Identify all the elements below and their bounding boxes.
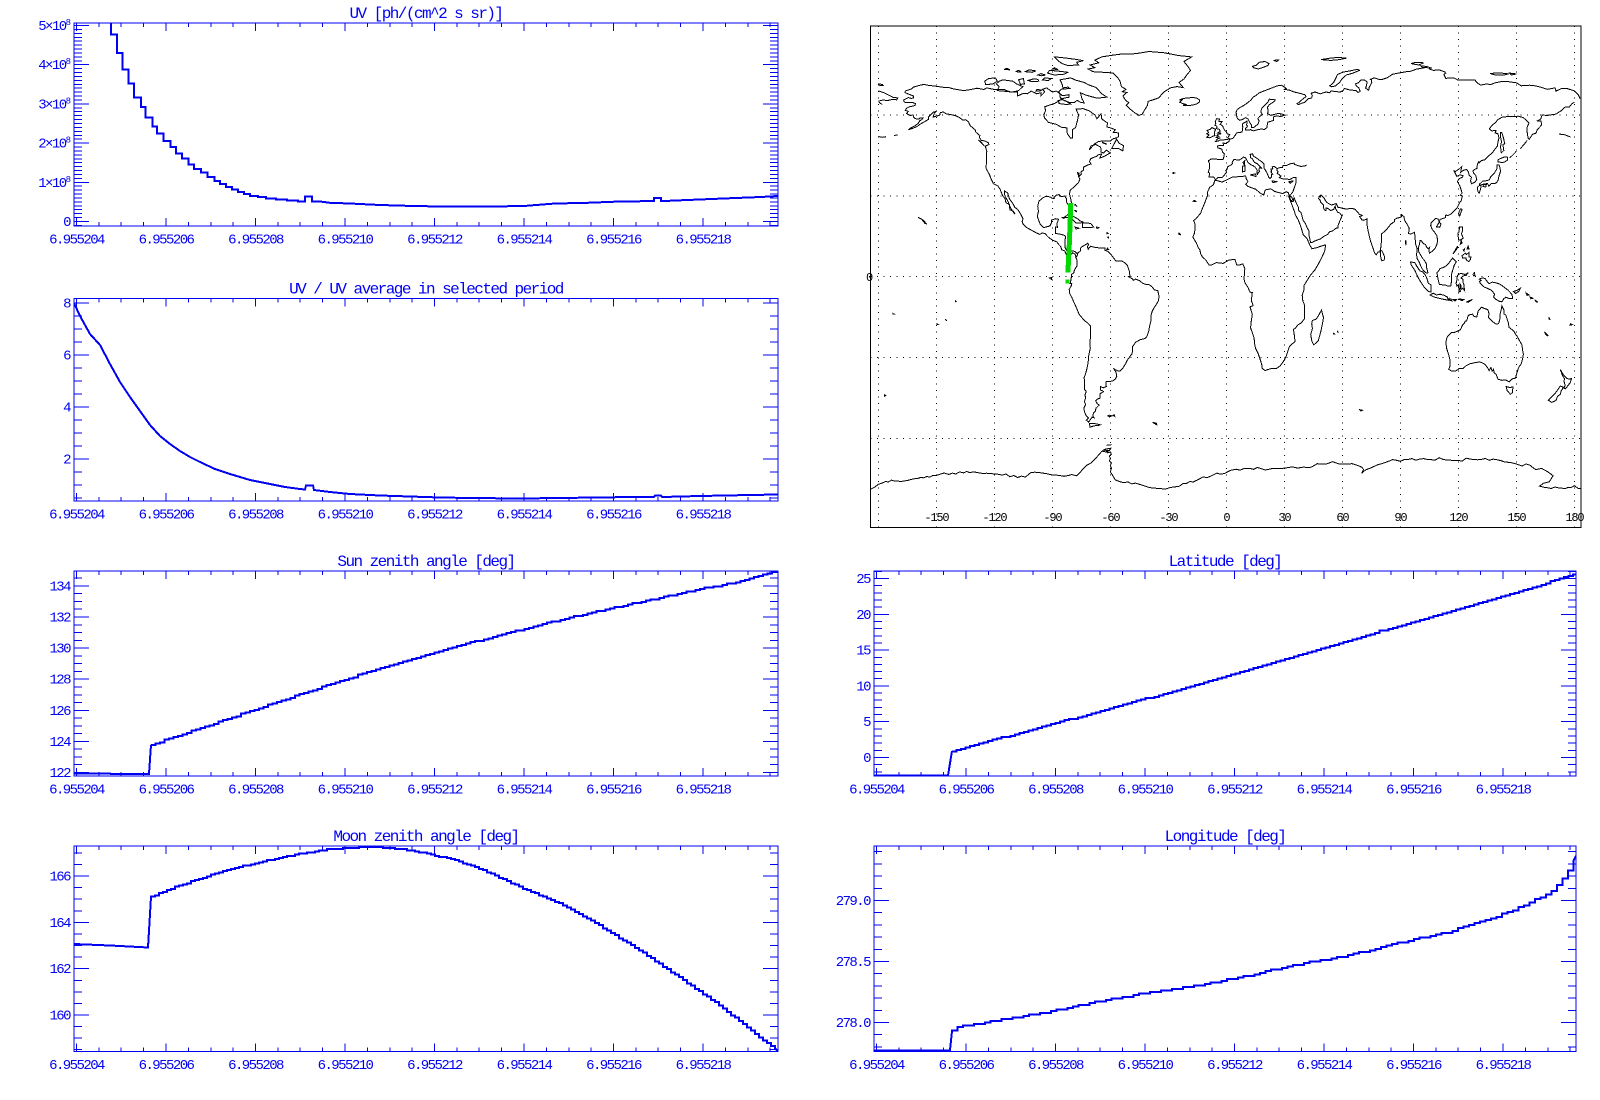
svg-text:6.955212: 6.955212 bbox=[407, 508, 463, 524]
svg-text:5: 5 bbox=[863, 715, 871, 731]
svg-text:Moon zenith angle [deg]: Moon zenith angle [deg] bbox=[333, 828, 518, 846]
svg-text:Sun zenith angle [deg]: Sun zenith angle [deg] bbox=[337, 553, 514, 571]
svg-text:6.955216: 6.955216 bbox=[1386, 1058, 1442, 1074]
svg-text:6.955204: 6.955204 bbox=[49, 233, 105, 249]
svg-text:122: 122 bbox=[49, 766, 71, 782]
svg-text:6.955212: 6.955212 bbox=[407, 1058, 463, 1074]
svg-text:-150: -150 bbox=[924, 511, 949, 525]
svg-text:6.955210: 6.955210 bbox=[318, 233, 374, 249]
svg-text:6.955218: 6.955218 bbox=[676, 508, 732, 524]
svg-text:6.955214: 6.955214 bbox=[1297, 1058, 1353, 1074]
svg-text:6.955208: 6.955208 bbox=[1028, 783, 1084, 799]
svg-text:6.955212: 6.955212 bbox=[407, 783, 463, 799]
svg-text:6.955210: 6.955210 bbox=[1118, 783, 1174, 799]
svg-text:6.955204: 6.955204 bbox=[849, 1058, 905, 1074]
svg-text:278.0: 278.0 bbox=[836, 1016, 871, 1032]
svg-text:6.955208: 6.955208 bbox=[228, 233, 284, 249]
svg-text:6.955214: 6.955214 bbox=[1297, 783, 1353, 799]
svg-text:8: 8 bbox=[63, 297, 71, 313]
svg-text:166: 166 bbox=[49, 870, 71, 886]
svg-text:6.955206: 6.955206 bbox=[939, 1058, 995, 1074]
svg-text:6.955210: 6.955210 bbox=[318, 1058, 374, 1074]
svg-text:60: 60 bbox=[1336, 511, 1349, 525]
svg-text:278.5: 278.5 bbox=[836, 955, 871, 971]
svg-text:128: 128 bbox=[49, 673, 71, 689]
svg-text:134: 134 bbox=[49, 579, 71, 595]
svg-text:2: 2 bbox=[63, 453, 71, 469]
svg-text:6.955208: 6.955208 bbox=[228, 508, 284, 524]
svg-text:UV / UV average in selected pe: UV / UV average in selected period bbox=[289, 281, 564, 299]
svg-text:150: 150 bbox=[1507, 511, 1526, 525]
svg-text:6.955216: 6.955216 bbox=[586, 783, 642, 799]
svg-text:6.955216: 6.955216 bbox=[586, 233, 642, 249]
svg-text:6: 6 bbox=[63, 349, 71, 365]
svg-text:4×108: 4×108 bbox=[38, 57, 70, 74]
svg-text:120: 120 bbox=[1449, 511, 1468, 525]
svg-text:6.955214: 6.955214 bbox=[497, 508, 553, 524]
svg-text:6.955216: 6.955216 bbox=[586, 1058, 642, 1074]
svg-text:130: 130 bbox=[49, 642, 71, 658]
svg-text:6.955208: 6.955208 bbox=[1028, 1058, 1084, 1074]
svg-text:124: 124 bbox=[49, 735, 71, 751]
svg-text:-90: -90 bbox=[1043, 511, 1062, 525]
svg-text:0: 0 bbox=[1223, 511, 1230, 525]
svg-text:Longitude [deg]: Longitude [deg] bbox=[1165, 828, 1286, 846]
svg-text:6.955210: 6.955210 bbox=[1118, 1058, 1174, 1074]
svg-text:6.955218: 6.955218 bbox=[1476, 1058, 1532, 1074]
svg-text:6.955218: 6.955218 bbox=[676, 1058, 732, 1074]
svg-text:-120: -120 bbox=[982, 511, 1007, 525]
svg-text:30: 30 bbox=[1278, 511, 1291, 525]
svg-text:-60: -60 bbox=[1101, 511, 1120, 525]
svg-text:20: 20 bbox=[856, 608, 871, 624]
svg-text:6.955204: 6.955204 bbox=[49, 1058, 105, 1074]
svg-text:6.955218: 6.955218 bbox=[1476, 783, 1532, 799]
svg-text:6.955206: 6.955206 bbox=[139, 1058, 195, 1074]
svg-text:6.955214: 6.955214 bbox=[497, 233, 553, 249]
svg-text:6.955204: 6.955204 bbox=[49, 508, 105, 524]
svg-text:6.955218: 6.955218 bbox=[676, 783, 732, 799]
svg-text:Latitude [deg]: Latitude [deg] bbox=[1169, 553, 1282, 571]
svg-text:6.955216: 6.955216 bbox=[586, 508, 642, 524]
svg-text:6.955208: 6.955208 bbox=[228, 783, 284, 799]
svg-text:0: 0 bbox=[866, 271, 873, 285]
svg-text:6.955212: 6.955212 bbox=[1207, 783, 1263, 799]
svg-text:6.955218: 6.955218 bbox=[676, 233, 732, 249]
svg-text:5×108: 5×108 bbox=[38, 18, 70, 35]
svg-text:0: 0 bbox=[63, 215, 71, 231]
svg-text:3×108: 3×108 bbox=[38, 96, 70, 113]
svg-text:6.955208: 6.955208 bbox=[228, 1058, 284, 1074]
svg-text:10: 10 bbox=[856, 679, 871, 695]
svg-text:90: 90 bbox=[1394, 511, 1407, 525]
svg-text:6.955206: 6.955206 bbox=[139, 233, 195, 249]
svg-text:6.955206: 6.955206 bbox=[139, 783, 195, 799]
svg-text:160: 160 bbox=[49, 1009, 71, 1025]
svg-text:4: 4 bbox=[63, 401, 71, 417]
svg-text:279.0: 279.0 bbox=[836, 894, 871, 910]
svg-text:6.955204: 6.955204 bbox=[49, 783, 105, 799]
svg-text:164: 164 bbox=[49, 916, 71, 932]
svg-text:6.955212: 6.955212 bbox=[407, 233, 463, 249]
svg-text:-30: -30 bbox=[1159, 511, 1178, 525]
svg-text:6.955214: 6.955214 bbox=[497, 783, 553, 799]
svg-text:180: 180 bbox=[1565, 511, 1584, 525]
svg-text:126: 126 bbox=[49, 704, 71, 720]
svg-text:6.955206: 6.955206 bbox=[939, 783, 995, 799]
svg-text:162: 162 bbox=[49, 962, 71, 978]
svg-text:6.955210: 6.955210 bbox=[318, 783, 374, 799]
svg-text:6.955216: 6.955216 bbox=[1386, 783, 1442, 799]
svg-text:6.955214: 6.955214 bbox=[497, 1058, 553, 1074]
svg-text:15: 15 bbox=[856, 644, 871, 660]
svg-text:132: 132 bbox=[49, 611, 71, 627]
svg-text:6.955206: 6.955206 bbox=[139, 508, 195, 524]
svg-text:0: 0 bbox=[863, 751, 871, 767]
svg-text:25: 25 bbox=[856, 572, 871, 588]
svg-text:6.955204: 6.955204 bbox=[849, 783, 905, 799]
svg-text:6.955210: 6.955210 bbox=[318, 508, 374, 524]
svg-text:1×108: 1×108 bbox=[38, 175, 70, 192]
svg-text:6.955212: 6.955212 bbox=[1207, 1058, 1263, 1074]
svg-text:2×108: 2×108 bbox=[38, 136, 70, 153]
svg-text:UV [ph/(cm^2 s sr)]: UV [ph/(cm^2 s sr)] bbox=[350, 5, 503, 23]
